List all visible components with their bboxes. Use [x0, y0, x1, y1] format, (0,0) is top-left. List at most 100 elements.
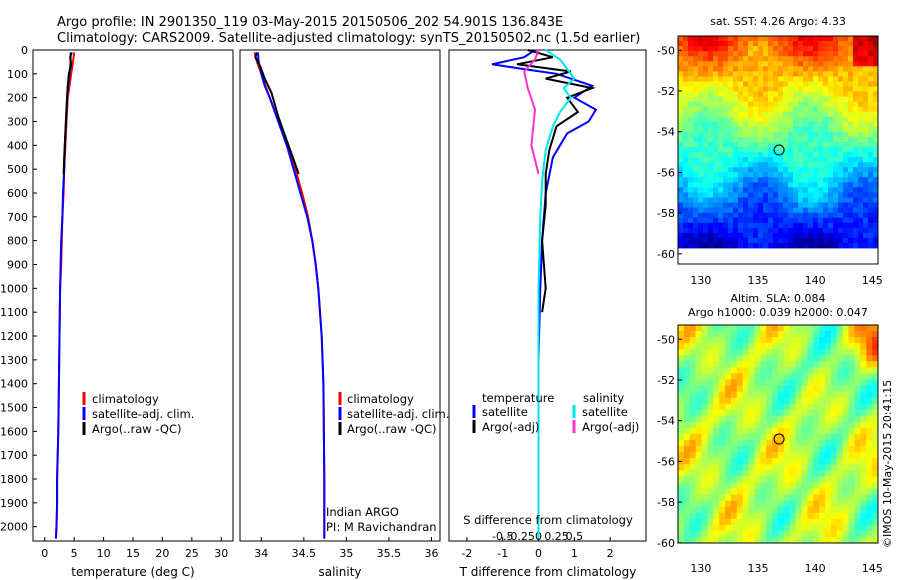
map-cell	[736, 343, 744, 350]
map-cell	[798, 182, 804, 188]
map-cell	[695, 415, 702, 423]
map-cell	[842, 421, 849, 429]
map-cell	[818, 101, 824, 108]
map-cell	[868, 131, 874, 138]
map-cell	[728, 106, 734, 113]
map-cell	[678, 197, 684, 203]
map-cell	[773, 192, 779, 198]
map-cell	[825, 415, 832, 423]
map-cell	[760, 452, 767, 459]
map-cell	[836, 488, 844, 495]
map-cell	[853, 101, 859, 108]
map-cell	[763, 182, 769, 188]
map-cell	[872, 494, 879, 502]
map-cell	[773, 212, 779, 219]
map-cell	[843, 111, 849, 118]
map-cell	[807, 458, 814, 465]
map-cell	[818, 126, 824, 133]
map-cell	[823, 51, 829, 57]
map-cell	[848, 126, 854, 133]
map-cell	[823, 46, 829, 52]
map-cell	[708, 96, 714, 103]
map-cell	[703, 207, 709, 214]
map-cell	[693, 106, 699, 113]
map-cell	[760, 367, 767, 374]
map-cell	[730, 512, 738, 520]
map-cell	[788, 91, 794, 97]
map-cell	[772, 397, 779, 405]
map-cell	[728, 91, 734, 97]
map-cell	[730, 536, 738, 544]
map-cell	[843, 212, 849, 219]
map-cell	[795, 403, 802, 411]
map-cell	[713, 96, 719, 103]
map-cell	[803, 147, 809, 153]
map-cell	[698, 61, 704, 67]
map-cell	[713, 106, 719, 113]
map-cell	[873, 46, 879, 52]
map-cell	[798, 61, 804, 67]
map-cell	[708, 101, 714, 108]
map-cell	[836, 458, 844, 465]
map-cell	[873, 121, 879, 128]
map-cell	[789, 361, 797, 368]
map-cell	[766, 355, 773, 362]
map-cell	[795, 500, 802, 508]
map-cell	[736, 373, 744, 380]
map-cell	[719, 403, 726, 411]
s-diff-tick-label: 0.5	[566, 530, 584, 543]
map-cell	[758, 217, 764, 224]
map-cell	[760, 397, 767, 405]
map-cell	[866, 385, 873, 393]
map-cell	[766, 367, 773, 374]
map-cell	[708, 126, 714, 133]
map-cell	[733, 157, 739, 163]
map-cell	[872, 464, 879, 471]
map-cell	[698, 227, 704, 234]
map-cell	[703, 66, 709, 72]
map-cell	[866, 518, 873, 526]
map-cell	[808, 126, 814, 133]
map-cell	[707, 373, 714, 380]
map-cell	[801, 458, 808, 465]
map-cell	[783, 397, 791, 405]
map-cell	[854, 476, 861, 483]
map-cell	[743, 56, 749, 62]
map-cell	[853, 192, 859, 198]
map-cell	[698, 116, 704, 123]
map-cell	[795, 452, 802, 459]
map-cell	[738, 96, 744, 103]
map-cell	[838, 227, 844, 234]
map-cell	[838, 86, 844, 92]
map-cell	[808, 81, 814, 87]
map-cell	[823, 192, 829, 198]
map-cell	[813, 36, 819, 42]
map-cell	[823, 101, 829, 108]
map-cell	[788, 71, 794, 77]
map-cell	[783, 325, 791, 332]
map-cell	[872, 331, 879, 338]
map-cell	[860, 415, 867, 423]
map-cell	[848, 379, 855, 386]
map-cell	[793, 237, 799, 244]
depth-tick-label: 2000	[0, 521, 28, 534]
map-cell	[703, 46, 709, 52]
map-cell	[701, 409, 708, 417]
map-cell	[768, 66, 774, 72]
map-cell	[736, 482, 744, 489]
map-cell	[683, 222, 689, 229]
map-cell	[783, 152, 789, 158]
map-cell	[678, 446, 685, 453]
map-cell	[753, 197, 759, 203]
map-cell	[683, 237, 689, 244]
map-cell	[793, 46, 799, 52]
map-cell	[778, 446, 785, 453]
map-cell	[754, 440, 761, 447]
map-cell	[795, 409, 802, 417]
map-cell	[848, 434, 855, 441]
map-cell	[713, 242, 719, 249]
map-cell	[713, 349, 720, 356]
map-cell	[723, 121, 729, 128]
map-cell	[858, 217, 864, 224]
map-cell	[718, 131, 724, 138]
